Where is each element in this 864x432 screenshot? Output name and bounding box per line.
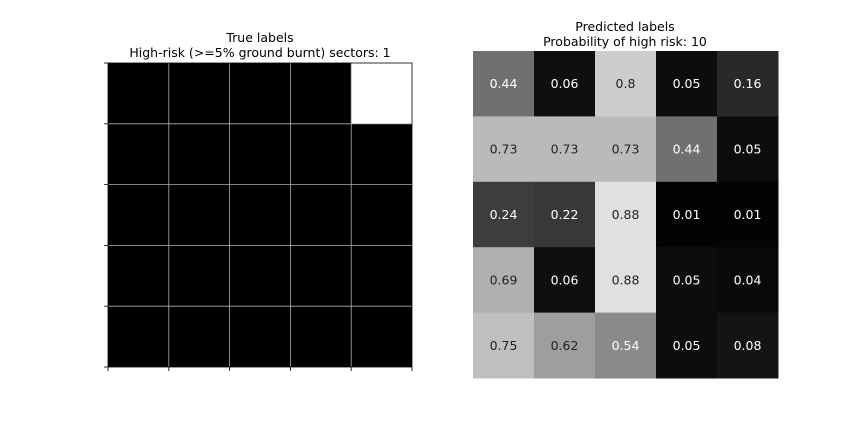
predicted-cell-r0-c4: [717, 51, 779, 117]
true-cell-r3-c1: [168, 245, 230, 307]
true-cell-r0-c2: [229, 63, 291, 124]
true-cell-r4-c0: [108, 306, 169, 367]
true-labels-panel: True labels High-risk (>=5% ground burnt…: [104, 30, 413, 371]
predicted-cell-r1-c3: [656, 116, 718, 183]
true-cell-r3-c3: [290, 245, 352, 307]
predicted-value-r2-c3: 0.01: [673, 207, 701, 222]
predicted-value-r4-c4: 0.08: [734, 338, 762, 353]
predicted-cell-r2-c1: [534, 181, 596, 248]
predicted-value-r3-c0: 0.69: [490, 272, 518, 287]
predicted-value-r3-c4: 0.04: [734, 272, 762, 287]
predicted-labels-cells: [473, 51, 779, 379]
predicted-cell-r3-c4: [717, 247, 779, 314]
true-cell-r1-c0: [108, 123, 169, 185]
predicted-value-r3-c3: 0.05: [673, 272, 701, 287]
predicted-value-r1-c0: 0.73: [490, 142, 518, 157]
predicted-value-r0-c2: 0.8: [616, 76, 636, 91]
predicted-cell-r0-c2: [595, 51, 657, 117]
true-cell-r2-c4: [351, 184, 412, 246]
true-cell-r1-c2: [229, 123, 291, 185]
predicted-value-r4-c0: 0.75: [490, 338, 518, 353]
true-cell-r1-c1: [168, 123, 230, 185]
true-cell-r0-c1: [168, 63, 230, 124]
predicted-labels-title: Predicted labels: [575, 19, 674, 34]
predicted-cell-r0-c3: [656, 51, 718, 117]
true-cell-r4-c3: [290, 306, 352, 367]
true-labels-subtitle: High-risk (>=5% ground burnt) sectors: 1: [129, 45, 390, 60]
predicted-cell-r4-c1: [534, 312, 596, 379]
true-cell-r2-c1: [168, 184, 230, 246]
true-cell-r4-c1: [168, 306, 230, 367]
predicted-cell-r4-c3: [656, 312, 718, 379]
predicted-value-r0-c0: 0.44: [490, 76, 518, 91]
predicted-cell-r2-c3: [656, 181, 718, 248]
predicted-value-r4-c3: 0.05: [673, 338, 701, 353]
predicted-cell-r3-c0: [473, 247, 535, 314]
predicted-value-r2-c2: 0.88: [612, 207, 640, 222]
predicted-cell-r3-c3: [656, 247, 718, 314]
true-cell-r0-c4: [351, 63, 412, 124]
predicted-value-r2-c4: 0.01: [734, 207, 762, 222]
predicted-value-r2-c1: 0.22: [551, 207, 579, 222]
true-cell-r2-c2: [229, 184, 291, 246]
predicted-value-r1-c1: 0.73: [551, 142, 579, 157]
true-cell-r3-c0: [108, 245, 169, 307]
predicted-cell-r4-c0: [473, 312, 535, 379]
predicted-value-r0-c3: 0.05: [673, 76, 701, 91]
true-cell-r0-c0: [108, 63, 169, 124]
true-cell-r2-c3: [290, 184, 352, 246]
true-labels-grid: [108, 63, 412, 367]
predicted-cell-r1-c2: [595, 116, 657, 183]
predicted-value-r2-c0: 0.24: [490, 207, 518, 222]
predicted-cell-r1-c0: [473, 116, 535, 183]
predicted-value-r1-c3: 0.44: [673, 142, 701, 157]
predicted-value-r0-c4: 0.16: [734, 76, 762, 91]
predicted-labels-subtitle: Probability of high risk: 10: [543, 34, 707, 49]
true-cell-r4-c2: [229, 306, 291, 367]
predicted-cell-r4-c4: [717, 312, 779, 379]
true-cell-r3-c2: [229, 245, 291, 307]
predicted-cell-r1-c4: [717, 116, 779, 183]
true-cell-r3-c4: [351, 245, 412, 307]
true-cell-r0-c3: [290, 63, 352, 124]
true-cell-r4-c4: [351, 306, 412, 367]
predicted-cell-r4-c2: [595, 312, 657, 379]
predicted-value-r1-c2: 0.73: [612, 142, 640, 157]
true-labels-frame: [107, 62, 413, 368]
predicted-cell-r0-c0: [473, 51, 535, 117]
predicted-value-r0-c1: 0.06: [551, 76, 579, 91]
predicted-cell-r3-c2: [595, 247, 657, 314]
true-labels-cells: [108, 63, 412, 367]
predicted-value-r3-c1: 0.06: [551, 272, 579, 287]
predicted-value-r4-c1: 0.62: [551, 338, 579, 353]
predicted-value-r4-c2: 0.54: [612, 338, 640, 353]
predicted-cell-r2-c0: [473, 181, 535, 248]
predicted-cell-r0-c1: [534, 51, 596, 117]
predicted-value-r1-c4: 0.05: [734, 142, 762, 157]
predicted-cell-r3-c1: [534, 247, 596, 314]
predicted-cell-r2-c2: [595, 181, 657, 248]
true-labels-ticks: [104, 62, 413, 371]
predicted-labels-panel: Predicted labels Probability of high ris…: [473, 19, 779, 379]
true-labels-title: True labels: [225, 30, 293, 45]
predicted-cell-r1-c1: [534, 116, 596, 183]
true-cell-r1-c4: [351, 123, 412, 185]
true-cell-r2-c0: [108, 184, 169, 246]
predicted-value-r3-c2: 0.88: [612, 272, 640, 287]
true-cell-r1-c3: [290, 123, 352, 185]
predicted-labels-values: 0.44 0.06 0.8 0.05 0.16 0.73 0.73 0.73 0.44 0.05 0…: [490, 76, 762, 353]
predicted-cell-r2-c4: [717, 181, 779, 248]
